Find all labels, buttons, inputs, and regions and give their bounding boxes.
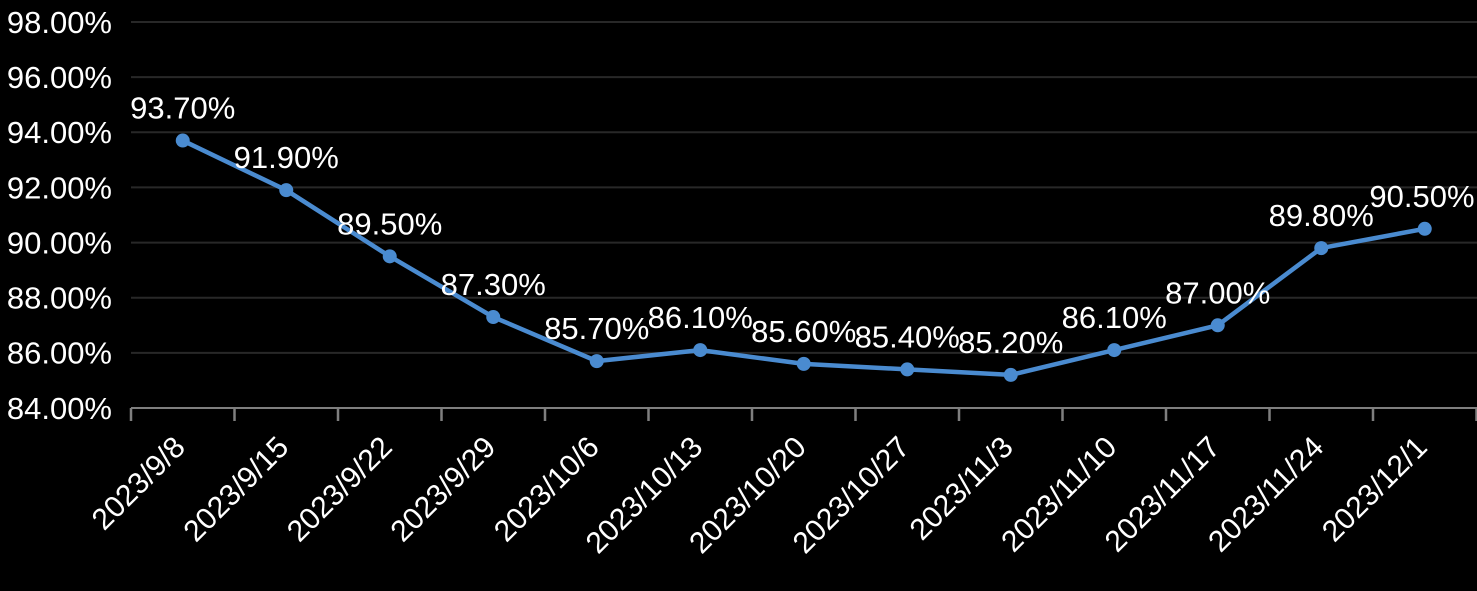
data-point bbox=[1003, 367, 1018, 382]
data-label: 90.50% bbox=[1369, 179, 1474, 214]
data-label: 93.70% bbox=[130, 91, 235, 126]
data-point bbox=[1107, 343, 1122, 358]
data-label: 85.20% bbox=[958, 325, 1063, 360]
data-point bbox=[382, 249, 397, 264]
data-point bbox=[1210, 318, 1225, 333]
data-label: 85.40% bbox=[855, 319, 960, 354]
y-tick-label: 84.00% bbox=[7, 391, 112, 426]
data-label: 89.80% bbox=[1269, 198, 1374, 233]
data-label: 91.90% bbox=[234, 140, 339, 175]
data-label: 87.30% bbox=[441, 267, 546, 302]
data-label: 86.10% bbox=[648, 300, 753, 335]
data-label: 85.60% bbox=[751, 314, 856, 349]
y-tick-label: 86.00% bbox=[7, 336, 112, 371]
data-point bbox=[175, 133, 190, 148]
y-tick-label: 92.00% bbox=[7, 170, 112, 205]
data-label: 86.10% bbox=[1062, 300, 1167, 335]
x-tick-label: 2023/9/22 bbox=[281, 431, 399, 549]
data-point bbox=[693, 343, 708, 358]
data-label: 87.00% bbox=[1165, 275, 1270, 310]
data-point bbox=[1314, 241, 1329, 256]
y-tick-label: 96.00% bbox=[7, 60, 112, 95]
y-tick-label: 88.00% bbox=[7, 281, 112, 316]
data-label: 89.50% bbox=[337, 206, 442, 241]
data-point bbox=[486, 310, 501, 325]
data-label: 85.70% bbox=[544, 311, 649, 346]
y-tick-label: 98.00% bbox=[7, 5, 112, 40]
data-point bbox=[589, 354, 604, 369]
y-tick-label: 90.00% bbox=[7, 225, 112, 260]
x-tick-label: 2023/12/1 bbox=[1316, 431, 1434, 549]
data-point bbox=[900, 362, 915, 377]
x-tick-label: 2023/9/8 bbox=[86, 431, 192, 537]
data-point bbox=[796, 356, 811, 371]
data-point bbox=[1417, 221, 1432, 236]
y-tick-label: 94.00% bbox=[7, 115, 112, 150]
x-tick-label: 2023/9/15 bbox=[177, 431, 295, 549]
x-tick-label: 2023/9/29 bbox=[384, 431, 502, 549]
data-point bbox=[279, 183, 294, 198]
